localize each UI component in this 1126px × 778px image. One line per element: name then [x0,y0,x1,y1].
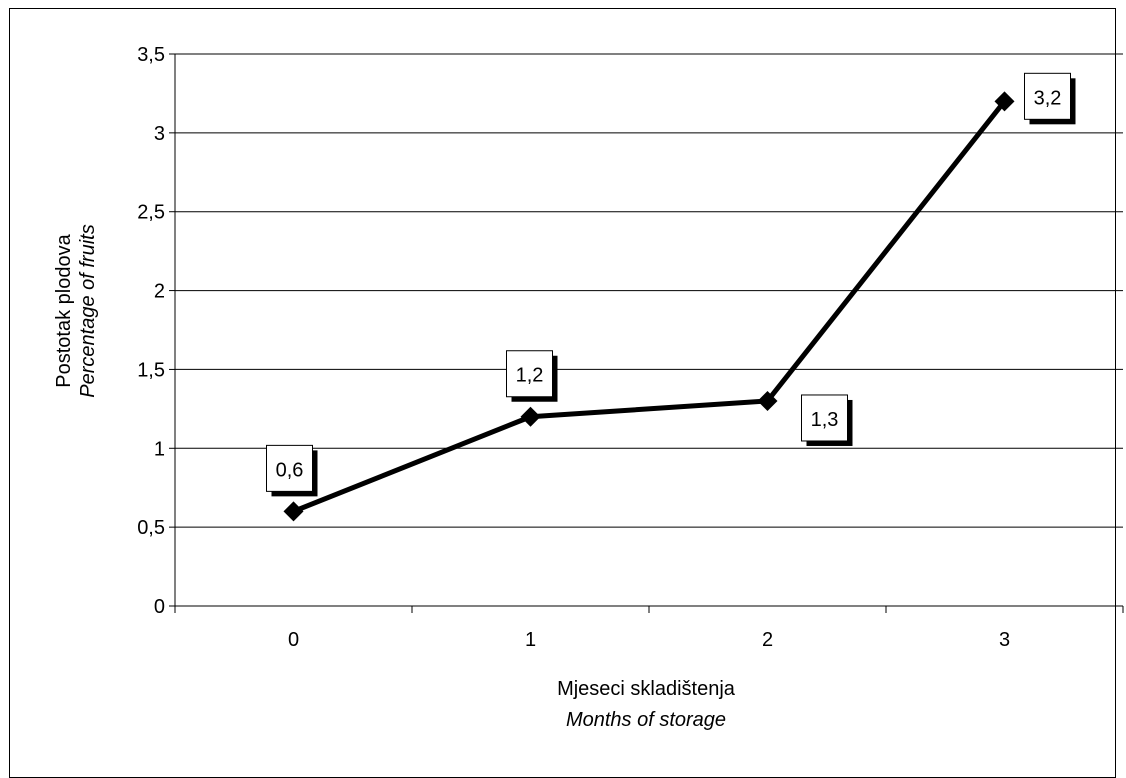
data-labels: 0,6 1,2 1,3 3,2 [266,72,1076,497]
x-tick-labels: 0 1 2 3 [288,629,1010,651]
data-label-box [801,394,848,442]
x-tick-label: 1 [525,629,536,651]
x-tick-label: 0 [288,629,299,651]
y-tick-label: 1,5 [137,359,165,381]
data-label-box [266,444,313,492]
data-point [520,406,541,427]
y-tick-label: 0 [154,596,165,618]
y-tick-label: 3 [154,123,165,145]
data-label-box [506,350,553,398]
data-label-box [1024,72,1071,120]
data-label: 3,2 [1024,72,1076,125]
gridlines [175,53,1123,528]
series-line-path [292,99,1007,514]
y-tick-label: 1 [154,438,165,460]
y-tick-label: 2 [154,281,165,303]
y-tick-labels: 0 0,5 1 1,5 2 2,5 3 3,5 [137,44,165,618]
data-label: 1,2 [506,350,558,402]
y-tick-label: 3,5 [137,44,165,66]
x-tick-label: 3 [999,629,1010,651]
x-axis-label-line2: Months of storage [566,709,726,731]
data-label-text: 0,6 [276,459,304,481]
axes [169,53,1124,613]
data-label-text: 1,3 [811,409,839,431]
y-axis-label-line1: Postotak plodova [53,233,75,387]
data-point [283,501,304,522]
data-point [994,91,1015,112]
x-tick-label: 2 [762,629,773,651]
data-label-text: 1,2 [516,365,544,387]
y-tick-label: 2,5 [137,202,165,224]
x-axis-label-line1: Mjeseci skladištenja [557,678,736,700]
data-label: 1,3 [801,394,853,446]
series-markers [283,91,1015,522]
data-label-text: 3,2 [1034,87,1062,109]
data-label: 0,6 [266,444,318,497]
y-axis-label-line2: Percentage of fruits [77,224,99,397]
y-tick-label: 0,5 [137,517,165,539]
data-point [757,390,778,411]
series-line [292,99,1007,514]
